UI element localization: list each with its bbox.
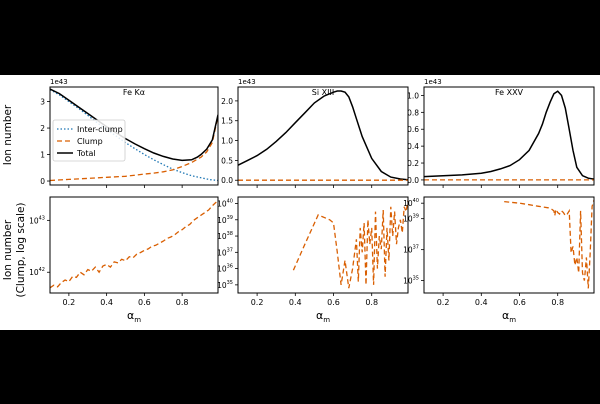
y-tick-exponent: 42 bbox=[39, 267, 45, 273]
y-tick-label: 1035 bbox=[403, 276, 419, 286]
y-tick-exponent: 39 bbox=[227, 215, 233, 221]
y-tick-label: 1037 bbox=[217, 247, 233, 257]
y-axis-label-bottom-line1: Ion number bbox=[2, 219, 14, 280]
legend-label: Inter-clump bbox=[77, 125, 123, 134]
y-tick-exponent: 39 bbox=[413, 214, 419, 220]
y-tick-label: 0.4 bbox=[407, 142, 419, 151]
series-line-clump bbox=[292, 200, 408, 289]
panel-3: 0.0 0.2 0.4 0.6 0.8 1.0 Fe XXV 1e43 bbox=[407, 78, 595, 188]
y-tick-label: 0 bbox=[40, 177, 45, 186]
panel-1: 0 1 2 3 Fe Kα 1e43 Inter-clump Clump Total bbox=[40, 78, 219, 188]
panel-frame bbox=[237, 196, 409, 294]
series-line-clump bbox=[50, 115, 218, 182]
figure-canvas bbox=[0, 75, 600, 330]
panel-frame bbox=[423, 86, 595, 186]
y-tick-exponent: 40 bbox=[227, 199, 233, 205]
x-tick-label: 0.2 bbox=[437, 298, 450, 307]
panel-frame bbox=[49, 196, 219, 294]
series-line-total bbox=[50, 88, 218, 162]
legend-label: Total bbox=[76, 149, 96, 158]
y-tick-label: 0.0 bbox=[221, 176, 233, 185]
y-tick-exponent: 43 bbox=[39, 215, 45, 221]
series-line-total bbox=[424, 90, 594, 180]
legend-box bbox=[52, 119, 126, 162]
y-tick-label: 1042 bbox=[29, 267, 45, 277]
y-tick-exponent: 35 bbox=[227, 280, 233, 286]
y-tick-label: 1040 bbox=[403, 198, 419, 208]
panel-title: Fe XXV bbox=[495, 88, 524, 97]
offset-label: 1e43 bbox=[238, 78, 256, 86]
x-tick-label: 0.4 bbox=[100, 298, 113, 307]
panel-frame bbox=[423, 196, 595, 294]
y-tick-label: 1.5 bbox=[221, 117, 233, 126]
y-tick-exponent: 40 bbox=[413, 198, 419, 204]
x-tick-label: 0.2 bbox=[251, 298, 264, 307]
y-tick-exponent: 35 bbox=[413, 276, 419, 282]
y-tick-label: 1039 bbox=[403, 214, 419, 224]
x-axis-label-subscript: m bbox=[134, 316, 141, 324]
y-tick-label: 1038 bbox=[217, 231, 233, 241]
panels: 0 1 2 3 Fe Kα 1e43 Inter-clump Clump Total 0.0 0.5… bbox=[29, 78, 595, 324]
y-tick-label: 1.0 bbox=[407, 91, 419, 100]
x-tick-label: 0.8 bbox=[551, 298, 564, 307]
panel-frame bbox=[237, 86, 409, 186]
x-tick-label: 0.2 bbox=[63, 298, 76, 307]
y-tick-label: 3 bbox=[40, 98, 45, 107]
x-tick-label: 0.4 bbox=[475, 298, 488, 307]
y-tick-label: 0.6 bbox=[407, 125, 419, 134]
y-tick-label: 1043 bbox=[29, 215, 45, 225]
panel-2: 0.0 0.5 1.0 1.5 2.0 Si XIII 1e43 bbox=[221, 78, 409, 188]
y-tick-label: 1039 bbox=[217, 215, 233, 225]
y-tick-label: 2 bbox=[40, 124, 45, 133]
offset-label: 1e43 bbox=[424, 78, 442, 86]
y-axis-label-top: Ion number bbox=[2, 104, 14, 165]
y-tick-label: 0.0 bbox=[407, 176, 419, 185]
y-tick-label: 1 bbox=[40, 151, 45, 160]
x-tick-label: 0.6 bbox=[138, 298, 151, 307]
offset-label: 1e43 bbox=[50, 78, 68, 86]
x-tick-label: 0.8 bbox=[176, 298, 189, 307]
y-tick-label: 1040 bbox=[217, 199, 233, 209]
y-tick-exponent: 37 bbox=[227, 247, 233, 253]
panel-title: Si XIII bbox=[312, 88, 334, 97]
series-line-total bbox=[238, 90, 408, 181]
y-tick-exponent: 36 bbox=[227, 264, 233, 270]
x-tick-label: 0.6 bbox=[513, 298, 526, 307]
y-tick-exponent: 37 bbox=[413, 245, 419, 251]
series-line-clump bbox=[50, 199, 218, 289]
x-tick-label: 0.6 bbox=[327, 298, 340, 307]
y-tick-exponent: 38 bbox=[227, 231, 233, 237]
panel-frame bbox=[49, 86, 219, 186]
y-tick-label: 1.0 bbox=[221, 137, 233, 146]
y-tick-label: 0.2 bbox=[407, 159, 419, 168]
y-tick-label: 1037 bbox=[403, 245, 419, 255]
y-tick-label: 1035 bbox=[217, 280, 233, 290]
y-tick-label: 1036 bbox=[217, 264, 233, 274]
y-axis-label-bottom-line2: (Clump, log scale) bbox=[15, 202, 27, 297]
panel-title: Fe Kα bbox=[123, 88, 145, 97]
legend-label: Clump bbox=[77, 137, 103, 146]
y-tick-label: 2.0 bbox=[221, 97, 233, 106]
x-tick-label: 0.8 bbox=[365, 298, 378, 307]
x-tick-label: 0.4 bbox=[289, 298, 302, 307]
x-axis-label-subscript: m bbox=[323, 316, 330, 324]
y-tick-label: 0.5 bbox=[221, 156, 233, 165]
y-tick-label: 0.8 bbox=[407, 108, 419, 117]
legend: Inter-clump Clump Total bbox=[52, 119, 126, 162]
series-line-clump bbox=[504, 199, 594, 289]
x-axis-label-subscript: m bbox=[509, 316, 516, 324]
